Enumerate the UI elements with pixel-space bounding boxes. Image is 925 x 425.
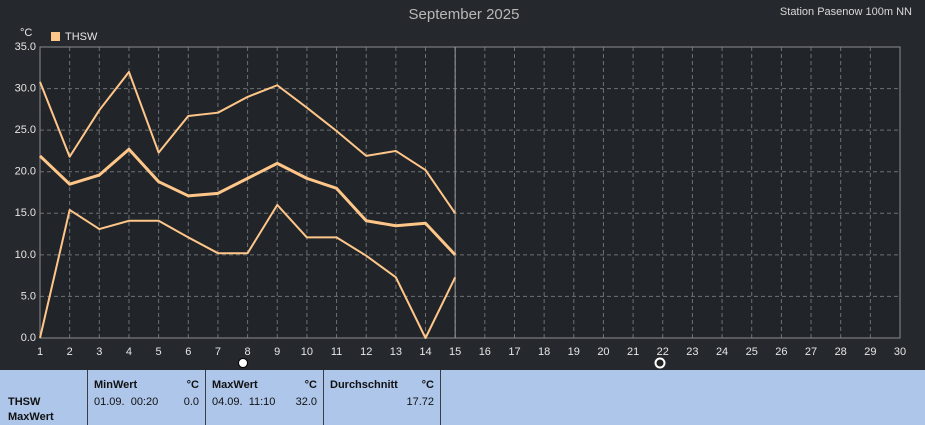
- x-tick-label: 24: [716, 346, 728, 358]
- legend-label: THSW: [65, 31, 98, 43]
- legend-swatch: [51, 32, 60, 41]
- col-title: MaxWert: [212, 379, 258, 391]
- x-tick-label: 8: [245, 346, 251, 358]
- summary-col: MinWert °C 01.09. 00:20 0.0: [87, 370, 205, 425]
- col-unit: °C: [304, 379, 317, 391]
- x-tick-label: 29: [864, 346, 876, 358]
- col-value: 32.0: [295, 396, 317, 408]
- series-line: [39, 70, 456, 214]
- y-tick-label: 0.0: [21, 332, 36, 344]
- col-unit: °C: [421, 379, 434, 391]
- chart-title: September 2025: [409, 6, 520, 23]
- summary-col: Durchschnitt °C 17.72: [323, 370, 441, 425]
- col-time: 01.09. 00:20: [94, 396, 159, 408]
- x-tick-label: 25: [746, 346, 758, 358]
- x-tick-label: 20: [597, 346, 609, 358]
- x-tick-label: 17: [508, 346, 520, 358]
- col-title: Durchschnitt: [330, 379, 398, 391]
- col-value: 17.72: [406, 396, 434, 408]
- moon-icon: [654, 357, 666, 369]
- col-value: 0.0: [183, 396, 199, 408]
- x-tick-label: 4: [126, 346, 132, 358]
- x-tick-label: 11: [331, 346, 342, 358]
- x-tick-label: 1: [37, 346, 43, 358]
- x-tick-label: 9: [274, 346, 280, 358]
- y-tick-label: 25.0: [15, 124, 36, 136]
- y-tick-label: 20.0: [15, 166, 36, 178]
- x-tick-label: 14: [419, 346, 431, 358]
- y-tick-label: 15.0: [15, 207, 36, 219]
- x-tick-label: 7: [215, 346, 221, 358]
- x-tick-label: 22: [657, 346, 669, 358]
- plot-border: [39, 46, 901, 339]
- x-tick-label: 15: [449, 346, 461, 358]
- summary-panel: THSW MaxWert MinWert °C 01.09. 00:20 0.0…: [0, 370, 925, 425]
- col-title: MinWert: [94, 379, 138, 391]
- col-unit: °C: [186, 379, 199, 391]
- x-tick-label: 23: [686, 346, 698, 358]
- y-unit: °C: [20, 27, 32, 39]
- series-line: [39, 203, 457, 339]
- x-tick-label: 3: [96, 346, 102, 358]
- x-tick-label: 18: [538, 346, 550, 358]
- x-tick-label: 12: [360, 346, 372, 358]
- y-tick-label: 10.0: [15, 249, 36, 261]
- series-line: [38, 147, 457, 256]
- chart: September 2025 Station Pasenow 100m NN °…: [15, 6, 912, 369]
- plot-area: [40, 47, 900, 338]
- moon-icon: [238, 358, 248, 368]
- y-tick-label: 35.0: [15, 41, 36, 53]
- x-tick-label: 13: [390, 346, 402, 358]
- x-tick-label: 19: [568, 346, 580, 358]
- x-tick-label: 30: [894, 346, 906, 358]
- x-tick-label: 5: [156, 346, 162, 358]
- row-label: THSW: [8, 396, 41, 408]
- station: Station Pasenow 100m NN: [780, 6, 912, 18]
- col-time: 04.09. 11:10: [212, 396, 276, 408]
- x-tick-label: 10: [301, 346, 313, 358]
- x-tick-label: 6: [185, 346, 191, 358]
- x-tick-label: 2: [67, 346, 73, 358]
- x-tick-label: 26: [775, 346, 787, 358]
- y-tick-label: 30.0: [15, 82, 36, 94]
- summary-col: MaxWert °C 04.09. 11:10 32.0: [205, 370, 323, 425]
- row-sublabel: MaxWert: [8, 411, 54, 423]
- x-tick-label: 28: [835, 346, 847, 358]
- x-tick-label: 27: [805, 346, 817, 358]
- y-tick-label: 5.0: [21, 290, 36, 302]
- x-tick-label: 21: [627, 346, 639, 358]
- x-tick-label: 16: [479, 346, 491, 358]
